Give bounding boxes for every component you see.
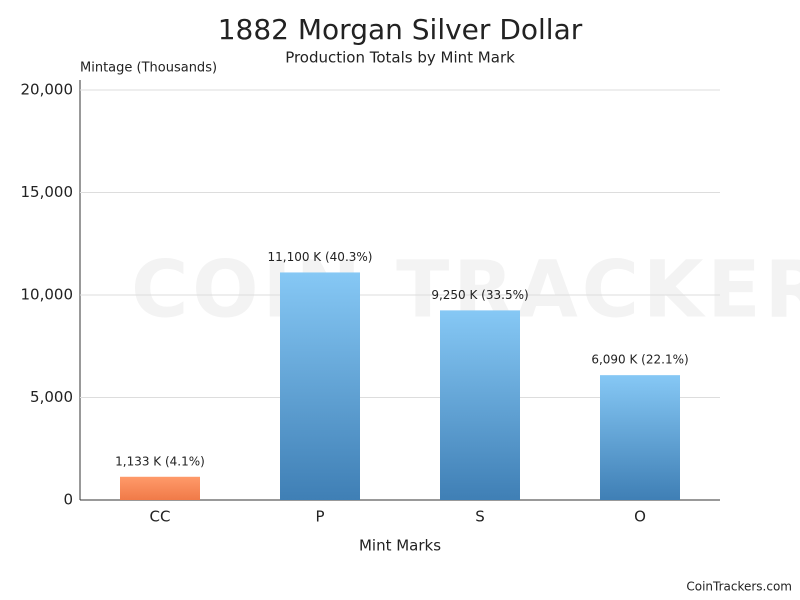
y-axis-label: Mintage (Thousands) xyxy=(80,61,217,76)
y-tick-label: 15,000 xyxy=(21,183,74,201)
footer: CoinTrackers.com xyxy=(686,580,792,594)
bar xyxy=(440,310,520,500)
value-label: 11,100 K (40.3%) xyxy=(268,250,373,264)
x-tick-label: S xyxy=(475,508,485,526)
value-label: 6,090 K (22.1%) xyxy=(591,353,688,367)
x-tick-label: CC xyxy=(150,508,171,526)
x-axis-label: Mint Marks xyxy=(359,537,441,555)
x-tick-label: P xyxy=(315,508,324,526)
chart-subtitle: Production Totals by Mint Mark xyxy=(285,49,515,67)
value-label: 9,250 K (33.5%) xyxy=(431,288,528,302)
y-tick-label: 5,000 xyxy=(30,388,73,406)
y-tick-label: 10,000 xyxy=(21,286,74,304)
x-tick-label: O xyxy=(634,508,646,526)
bar xyxy=(280,272,360,500)
y-tick-label: 0 xyxy=(63,491,73,509)
value-label: 1,133 K (4.1%) xyxy=(115,454,205,468)
chart-title: 1882 Morgan Silver Dollar xyxy=(218,13,583,46)
bar xyxy=(120,476,200,500)
y-tick-label: 20,000 xyxy=(21,81,74,99)
bar xyxy=(600,375,680,500)
